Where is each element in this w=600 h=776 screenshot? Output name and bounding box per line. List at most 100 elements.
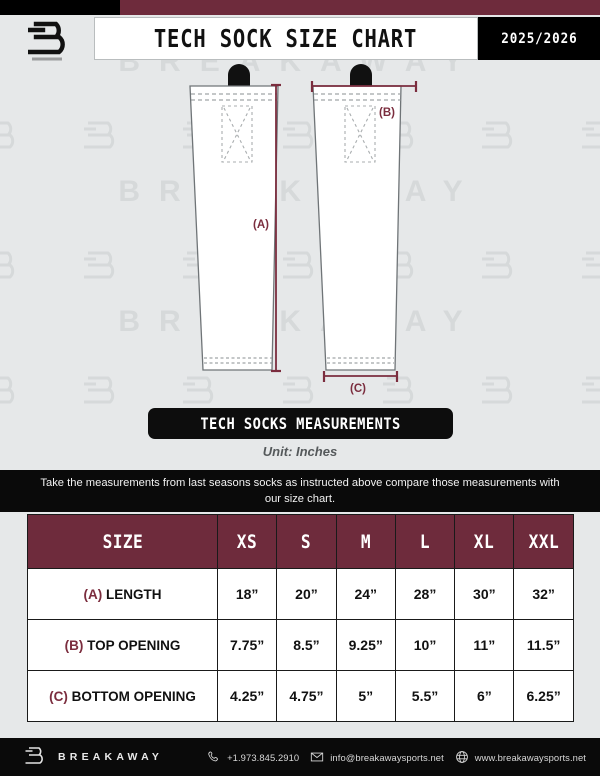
table-header-label: XXL — [528, 530, 559, 553]
footer-brand-name: BREAKAWAY — [58, 751, 164, 763]
logo-placement-x-icon — [223, 107, 251, 161]
footer-phone[interactable]: +1.973.845.2910 — [207, 750, 299, 764]
footer-email[interactable]: info@breakawaysports.net — [310, 750, 444, 764]
table-cell: 8.5” — [276, 619, 337, 671]
table-cell: 28” — [394, 568, 456, 620]
footer-contacts: +1.973.845.2910 info@breakawaysports.net… — [207, 750, 586, 764]
footer-website-text: www.breakawaysports.net — [474, 751, 586, 763]
table-header-label: L — [419, 530, 431, 553]
table-header-row: SIZE XS S M L XL XXL — [27, 514, 574, 569]
page-title: TECH SOCK SIZE CHART — [154, 24, 418, 53]
season-year-text: 2025/2026 — [500, 30, 578, 47]
table-header-label: M — [360, 530, 371, 553]
row-label-cell: (A) LENGTH — [27, 568, 218, 620]
footer-phone-text: +1.973.845.2910 — [227, 751, 300, 763]
instructions-text: Take the measurements from last seasons … — [40, 477, 560, 505]
table-header-cell: XL — [454, 514, 515, 569]
page-title-box: TECH SOCK SIZE CHART — [94, 17, 478, 60]
table-body: (A) LENGTH 18” 20” 24” 28” 30” 32” (B) T… — [27, 568, 574, 722]
measurements-banner-text: TECH SOCKS MEASUREMENTS — [200, 414, 401, 433]
globe-icon — [455, 751, 468, 763]
size-chart-table-wrap: SIZE XS S M L XL XXL (A) LENGTH 18” 20” … — [27, 514, 574, 722]
table-cell: 24” — [335, 568, 396, 620]
breakaway-b-logo-icon — [282, 251, 314, 279]
breakaway-b-logo-icon — [83, 121, 114, 149]
footer-brand: BREAKAWAY — [25, 745, 163, 769]
logo-placement-box — [221, 105, 253, 163]
table-cell: 11” — [454, 619, 515, 671]
sock-length-diagram: (A) — [189, 64, 281, 373]
breakaway-b-logo-icon — [183, 376, 214, 404]
breakaway-b-logo-icon — [0, 121, 15, 149]
footer-email-text: info@breakawaysports.net — [330, 751, 444, 763]
page-footer: BREAKAWAY +1.973.845.2910 info@breakaway… — [0, 738, 600, 776]
breakaway-b-logo-icon — [382, 376, 413, 404]
watermark-word: BREAKAWAY — [118, 175, 482, 208]
size-chart-table: SIZE XS S M L XL XXL (A) LENGTH 18” 20” … — [27, 514, 574, 722]
table-header-label: XS — [236, 530, 258, 553]
table-header: SIZE XS S M L XL XXL — [27, 514, 574, 569]
breakaway-b-logo-icon — [482, 121, 513, 149]
table-header-cell: S — [276, 514, 337, 569]
table-header-cell: XXL — [513, 514, 574, 569]
phone-icon — [208, 751, 219, 762]
table-cell: 20” — [276, 568, 337, 620]
row-label-cell: (C) BOTTOM OPENING — [27, 670, 218, 722]
top-accent-strip — [0, 0, 600, 15]
breakaway-b-logo-icon — [282, 121, 314, 149]
season-year-badge: 2025/2026 — [478, 17, 600, 60]
table-cell: 4.25” — [216, 670, 278, 722]
table-header-cell: M — [335, 514, 396, 569]
page-header: TECH SOCK SIZE CHART 2025/2026 — [0, 15, 600, 61]
table-header-label: S — [301, 530, 312, 553]
table-header-cell: L — [394, 514, 456, 569]
logo-placement-x-icon — [346, 107, 374, 161]
table-row: (B) TOP OPENING 7.75” 8.5” 9.25” 10” 11”… — [27, 619, 574, 671]
measurements-banner: TECH SOCKS MEASUREMENTS — [148, 408, 453, 439]
sock-openings-diagram: (B) (C) — [310, 64, 418, 395]
table-cell: 5.5” — [394, 670, 456, 722]
sock-diagrams: (A) (B) — [0, 58, 600, 398]
sock-diagram-svg: (A) (B) — [189, 64, 418, 395]
table-cell: 9.25” — [335, 619, 396, 671]
breakaway-b-logo-icon — [0, 251, 15, 279]
footer-website[interactable]: www.breakawaysports.net — [455, 750, 586, 764]
table-cell: 18” — [216, 568, 278, 620]
breakaway-b-logo-icon — [25, 747, 43, 764]
logo-placement-box — [344, 105, 376, 163]
table-cell: 5” — [335, 670, 396, 722]
table-cell: 6” — [454, 670, 515, 722]
row-label: TOP OPENING — [87, 637, 181, 653]
breakaway-b-logo-icon — [83, 376, 114, 404]
breakaway-b-logo-icon — [0, 376, 15, 404]
row-tag: (A) — [83, 586, 103, 602]
row-tag: (B) — [64, 637, 84, 653]
table-header-label: XL — [474, 530, 495, 553]
measurement-label-c: (C) — [350, 383, 366, 395]
watermark-logo-row — [0, 370, 600, 410]
table-cell: 32” — [513, 568, 574, 620]
unit-label: Unit: Inches — [262, 444, 338, 459]
table-cell: 6.25” — [513, 670, 574, 722]
instructions-band: Take the measurements from last seasons … — [0, 470, 600, 512]
table-cell: 7.75” — [216, 619, 278, 671]
table-header-cell: XS — [216, 514, 278, 569]
breakaway-b-logo-icon — [382, 121, 413, 149]
measurement-label-b: (B) — [379, 107, 395, 119]
breakaway-b-logo-icon — [482, 251, 513, 279]
breakaway-b-logo-icon — [28, 21, 65, 61]
breakaway-b-logo-icon — [83, 251, 114, 279]
top-accent-strip-black — [0, 0, 120, 15]
row-label: LENGTH — [106, 586, 162, 602]
envelope-icon — [311, 752, 324, 762]
table-cell: 30” — [454, 568, 515, 620]
table-cell: 4.75” — [276, 670, 337, 722]
row-label: BOTTOM OPENING — [71, 688, 196, 704]
watermark-word: BREAKAWAY — [118, 305, 482, 338]
table-row: (C) BOTTOM OPENING 4.25” 4.75” 5” 5.5” 6… — [27, 670, 574, 722]
table-row: (A) LENGTH 18” 20” 24” 28” 30” 32” — [27, 568, 574, 620]
sock-body-outline — [312, 85, 402, 371]
table-header-cell: SIZE — [27, 514, 218, 569]
row-tag: (C) — [49, 688, 68, 704]
